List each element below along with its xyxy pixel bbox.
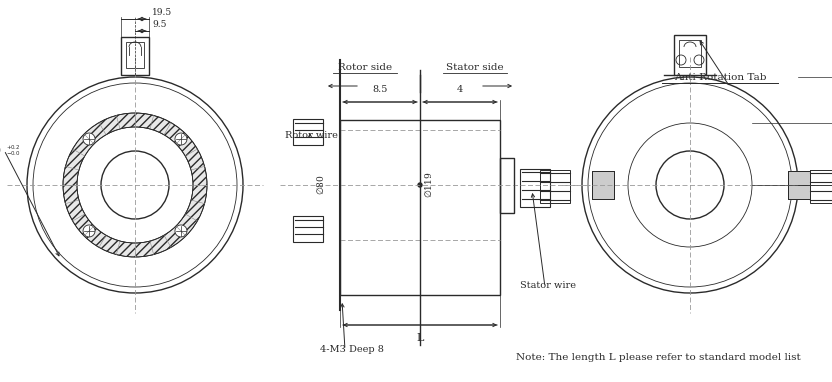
Wedge shape (180, 214, 197, 231)
Bar (788, 171, 810, 199)
Wedge shape (140, 241, 154, 257)
Text: 4: 4 (457, 85, 463, 94)
Wedge shape (164, 123, 181, 141)
Text: $\varnothing$119: $\varnothing$119 (423, 172, 433, 198)
Wedge shape (84, 126, 102, 144)
Text: $^{+0.2}_{-0.0}$: $^{+0.2}_{-0.0}$ (6, 143, 21, 158)
Text: 19.5: 19.5 (152, 8, 172, 17)
Wedge shape (63, 173, 78, 185)
Wedge shape (168, 226, 186, 244)
Bar (540, 170, 570, 203)
Text: Note: The length L please refer to standard model list: Note: The length L please refer to stand… (516, 353, 800, 362)
Bar (592, 171, 614, 199)
Text: L: L (416, 333, 423, 343)
Circle shape (175, 225, 187, 237)
Text: 9.5: 9.5 (152, 20, 166, 29)
Wedge shape (155, 235, 171, 253)
Text: Stator wire: Stator wire (520, 280, 576, 290)
Wedge shape (63, 190, 79, 204)
Bar (679, 40, 701, 67)
Text: 4-M3 Deep 8: 4-M3 Deep 8 (320, 345, 384, 354)
Bar (674, 35, 706, 75)
Circle shape (418, 183, 422, 187)
Wedge shape (122, 242, 135, 257)
Circle shape (83, 133, 95, 145)
Wedge shape (192, 185, 207, 197)
Wedge shape (67, 205, 85, 221)
Bar (592, 171, 614, 199)
Text: 8.5: 8.5 (372, 85, 388, 94)
Text: Stator side: Stator side (446, 63, 504, 72)
Wedge shape (186, 149, 203, 165)
Wedge shape (187, 200, 205, 215)
Text: $\varnothing60$: $\varnothing60$ (0, 144, 2, 156)
Text: Anti-Rotation Tab: Anti-Rotation Tab (674, 73, 766, 82)
Wedge shape (76, 218, 94, 236)
Wedge shape (72, 139, 91, 156)
Wedge shape (150, 115, 166, 133)
Wedge shape (89, 230, 106, 248)
Bar (340, 120, 500, 295)
Wedge shape (66, 155, 82, 170)
Circle shape (175, 133, 187, 145)
Wedge shape (105, 238, 120, 254)
Text: $\varnothing$80: $\varnothing$80 (315, 175, 326, 195)
Bar (293, 216, 323, 242)
Bar (293, 119, 323, 145)
Text: Rotor wire: Rotor wire (285, 131, 338, 139)
Wedge shape (176, 134, 194, 152)
Bar (810, 170, 832, 203)
Text: Rotor side: Rotor side (338, 63, 392, 72)
Bar (788, 171, 810, 199)
Bar (500, 157, 514, 212)
Bar (121, 37, 149, 75)
Wedge shape (135, 113, 147, 128)
Wedge shape (116, 113, 130, 129)
Wedge shape (99, 117, 115, 135)
Bar (126, 42, 144, 68)
Bar (520, 169, 550, 207)
Circle shape (83, 225, 95, 237)
Wedge shape (191, 167, 206, 180)
